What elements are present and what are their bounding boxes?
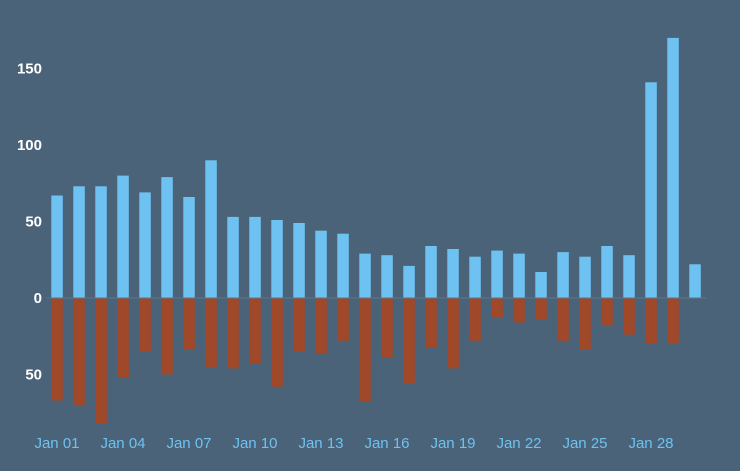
bar-series2-jan-08 — [205, 298, 217, 367]
bar-series1-jan-19 — [447, 249, 459, 298]
bar-series1-jan-16 — [381, 255, 393, 298]
y-axis-ticks: 50 0 50 100 150 — [17, 61, 42, 384]
bar-series2-jan-26 — [601, 298, 613, 326]
bar-series1-jan-28 — [645, 82, 657, 298]
bar-series2-jan-05 — [139, 298, 151, 352]
bar-series2-jan-11 — [271, 298, 283, 387]
bar-series2-jan-07 — [183, 298, 195, 350]
y-tick-label: 150 — [17, 61, 42, 78]
bar-series1-jan-27 — [623, 255, 635, 298]
y-tick-label: 50 — [25, 214, 42, 231]
bar-series1-jan-17 — [403, 265, 415, 298]
y-tick-label: 50 — [25, 367, 42, 384]
bar-series2-jan-02 — [73, 298, 85, 406]
bar-series2-jan-14 — [337, 298, 349, 341]
y-tick-label: 100 — [17, 137, 42, 154]
bar-series2-jan-10 — [249, 298, 261, 364]
bar-series2-jan-01 — [51, 298, 63, 401]
bar-series2-jan-12 — [293, 298, 305, 352]
x-tick-label: Jan 01 — [34, 435, 79, 452]
bar-series2-jan-29 — [667, 298, 679, 344]
bar-series1-jan-23 — [535, 272, 547, 298]
bar-series2-jan-15 — [359, 298, 371, 402]
bar-series2-jan-21 — [491, 298, 503, 318]
x-tick-label: Jan 25 — [562, 435, 607, 452]
bar-series1-jan-22 — [513, 253, 525, 298]
bar-series1-jan-12 — [293, 223, 305, 298]
bar-series1-jan-30 — [689, 264, 701, 298]
bar-series1-jan-07 — [183, 197, 195, 298]
x-tick-label: Jan 22 — [496, 435, 541, 452]
bar-series1-jan-01 — [51, 195, 63, 298]
bar-series1-jan-25 — [579, 256, 591, 298]
bar-series2-jan-16 — [381, 298, 393, 358]
bar-series1-jan-15 — [359, 253, 371, 298]
bar-series1-jan-26 — [601, 246, 613, 298]
x-tick-label: Jan 19 — [430, 435, 475, 452]
bar-series1-jan-02 — [73, 186, 85, 298]
bar-series2-jan-06 — [161, 298, 173, 375]
bar-series2-jan-13 — [315, 298, 327, 354]
bar-series2-jan-27 — [623, 298, 635, 335]
x-tick-label: Jan 10 — [232, 435, 277, 452]
bar-series1-jan-18 — [425, 246, 437, 298]
bar-series2-jan-18 — [425, 298, 437, 347]
x-tick-label: Jan 04 — [100, 435, 145, 452]
bar-series1-jan-20 — [469, 256, 481, 298]
bar-series2-jan-03 — [95, 298, 107, 424]
bar-series2-jan-25 — [579, 298, 591, 350]
bar-series2-jan-20 — [469, 298, 481, 341]
x-tick-label: Jan 07 — [166, 435, 211, 452]
bar-series1-jan-09 — [227, 216, 239, 298]
x-tick-label: Jan 16 — [364, 435, 409, 452]
bar-series1-jan-11 — [271, 220, 283, 298]
bar-series1-jan-04 — [117, 175, 129, 298]
bar-series2-jan-28 — [645, 298, 657, 344]
bar-series1-jan-08 — [205, 160, 217, 298]
bar-series1-jan-10 — [249, 216, 261, 298]
bar-series1-jan-24 — [557, 252, 569, 298]
bar-series2-jan-04 — [117, 298, 129, 378]
bar-series2-jan-22 — [513, 298, 525, 323]
bar-series1-jan-29 — [667, 37, 679, 299]
y-tick-label: 0 — [34, 290, 42, 307]
bar-series2-jan-24 — [557, 298, 569, 341]
x-tick-label: Jan 13 — [298, 435, 343, 452]
bar-series1-jan-05 — [139, 192, 151, 298]
bar-series2-jan-17 — [403, 298, 415, 384]
bar-series2-jan-23 — [535, 298, 547, 320]
bars-group — [51, 37, 701, 424]
bar-series1-jan-06 — [161, 177, 173, 298]
bar-series2-jan-19 — [447, 298, 459, 369]
x-tick-label: Jan 28 — [628, 435, 673, 452]
bar-series1-jan-03 — [95, 186, 107, 298]
bar-series1-jan-14 — [337, 233, 349, 298]
bar-series1-jan-13 — [315, 230, 327, 298]
x-axis-ticks: Jan 01 Jan 04 Jan 07 Jan 10 Jan 13 Jan 16 Jan … — [34, 435, 673, 452]
bar-series2-jan-09 — [227, 298, 239, 369]
bar-series1-jan-21 — [491, 250, 503, 298]
